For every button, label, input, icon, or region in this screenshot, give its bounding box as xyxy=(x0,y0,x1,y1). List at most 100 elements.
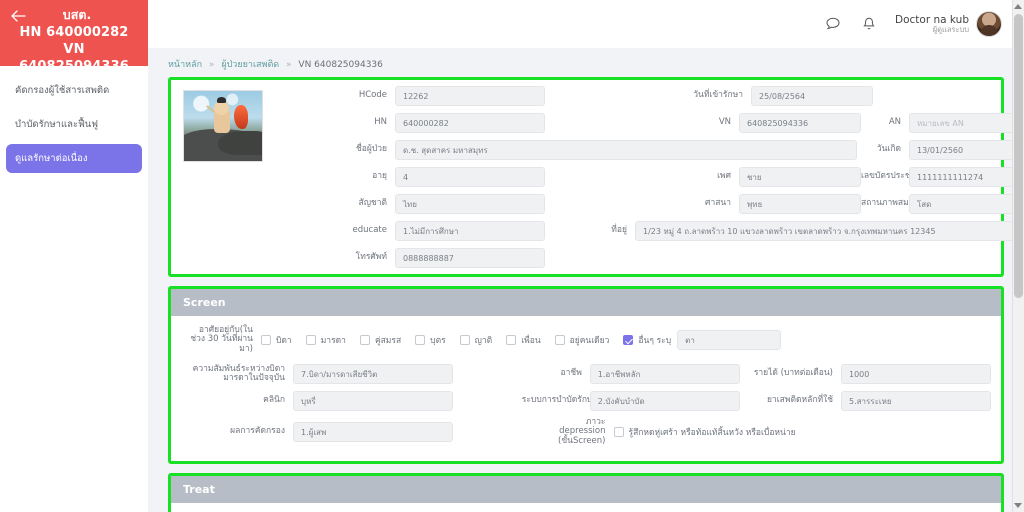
treat-panel: Treat การให้ยา ให้ยา รักษาเพื่อถอนพิษยา … xyxy=(168,473,1004,512)
idcard-field[interactable]: 1111111111274 xyxy=(909,167,1024,187)
vn-field[interactable]: 640825094336 xyxy=(739,113,861,133)
screen-row-3: ผลการคัดกรอง 1.ผู้เสพ ภาวะ depression (ข… xyxy=(181,417,991,446)
educate-label: educate xyxy=(352,225,387,236)
sidebar-hn: HN 640000282 xyxy=(19,25,129,40)
religion-field[interactable]: พุทธ xyxy=(739,194,861,214)
depression-option[interactable]: รู้สึกหดหู่เศร้า หรือท้อแท้สิ้นหวัง หรือ… xyxy=(613,425,796,439)
sidebar-item-continuing-care[interactable]: ดูแลรักษาต่อเนื่อง xyxy=(6,144,142,173)
screen-row-2: คลินิก บุหรี่ ระบบการบำบัดรักษา 2.บังคับ… xyxy=(181,391,991,412)
live-with-option-child[interactable]: บุตร xyxy=(415,333,446,347)
live-with-other-field[interactable]: ตา xyxy=(677,330,782,351)
checkbox-father[interactable] xyxy=(261,335,271,346)
screen-row-1: ความสัมพันธ์ระหว่างบิดามารดาในปัจจุบัน 7… xyxy=(181,363,991,385)
breadcrumb-home[interactable]: หน้าหลัก xyxy=(168,60,203,70)
sidebar-vn: VN 640825094336 xyxy=(19,42,129,74)
scroll-up-icon[interactable] xyxy=(1014,4,1022,9)
form-row-phone: โทรศัพท์ 0888888887 xyxy=(275,248,1024,268)
age-field[interactable]: 4 xyxy=(395,167,545,187)
checkbox-depression[interactable] xyxy=(613,427,624,438)
treat-system-field[interactable]: 2.บังคับบำบัด xyxy=(589,391,740,412)
checkbox-child[interactable] xyxy=(415,335,426,346)
live-with-option-other[interactable]: อื่นๆ ระบุ xyxy=(623,333,671,347)
nationality-label: สัญชาติ xyxy=(358,198,388,209)
relation-field[interactable]: 7.บิดา/มารดาเสียชีวิต xyxy=(293,364,453,385)
educate-field[interactable]: 1.ไม่มีการศึกษา xyxy=(395,221,545,241)
checkbox-other[interactable] xyxy=(623,335,634,346)
patient-name-label: ชื่อผู้ป่วย xyxy=(355,144,387,155)
label-child: บุตร xyxy=(430,336,446,347)
live-with-option-spouse[interactable]: คู่สมรส xyxy=(359,333,402,347)
hcode-label: HCode xyxy=(358,90,387,101)
bell-icon[interactable] xyxy=(859,14,879,34)
relation-label: ความสัมพันธ์ระหว่างบิดามารดาในปัจจุบัน xyxy=(192,363,285,384)
checkbox-mother[interactable] xyxy=(305,335,316,346)
idcard-label: เลขบัตรประชาชน xyxy=(861,171,928,182)
avatar[interactable] xyxy=(976,11,1002,37)
occupation-field[interactable]: 1.อาชีพหลัก xyxy=(589,364,740,385)
form-row-age: อายุ 4 เพศ ชาย เลขบัตรประชาชน 1111111111… xyxy=(275,167,1024,187)
scrollbar-thumb[interactable] xyxy=(1014,14,1023,298)
checkbox-friend[interactable] xyxy=(506,335,517,346)
label-depression: รู้สึกหดหู่เศร้า หรือท้อแท้สิ้นหวัง หรือ… xyxy=(628,428,796,439)
patient-photo xyxy=(183,90,263,162)
vertical-scrollbar[interactable] xyxy=(1012,0,1024,512)
sidebar: บสต. HN 640000282 VN 640825094336 คัดกรอ… xyxy=(0,0,148,512)
scroll-down-icon[interactable] xyxy=(1014,503,1022,508)
checkbox-relative[interactable] xyxy=(459,335,470,346)
phone-label: โทรศัพท์ xyxy=(355,252,387,263)
breadcrumb-separator-2: » xyxy=(286,60,292,70)
address-field[interactable]: 1/23 หมู่ 4 ถ.ลาดพร้าว 10 แขวงลาดพร้าว เ… xyxy=(635,221,1024,241)
breadcrumb-level2[interactable]: ผู้ป่วยยาเสพติด xyxy=(221,60,280,70)
checkbox-spouse[interactable] xyxy=(359,335,370,346)
user-role: ผู้ดูแลระบบ xyxy=(932,24,969,34)
screen-panel: Screen อาศัยอยู่กับ(ในช่วง 30 วันที่ผ่าน… xyxy=(168,286,1004,465)
form-row-educate: educate 1.ไม่มีการศึกษา ที่อยู่ 1/23 หมู… xyxy=(275,221,1024,241)
sidebar-menu: คัดกรองผู้ใช้สารเสพติด บำบัดรักษาและฟื้น… xyxy=(0,66,148,173)
sex-field[interactable]: ชาย xyxy=(739,167,861,187)
income-field[interactable]: 1000 xyxy=(841,364,991,385)
screen-result-field[interactable]: 1.ผู้เสพ xyxy=(293,422,453,443)
address-label: ที่อยู่ xyxy=(611,225,627,236)
user-name: Doctor na kub xyxy=(895,13,969,26)
an-label: AN xyxy=(888,117,901,128)
age-label: อายุ xyxy=(372,171,387,182)
live-with-option-relative[interactable]: ญาติ xyxy=(459,333,492,347)
label-other: อื่นๆ ระบุ xyxy=(638,336,672,347)
chat-bubble-icon[interactable] xyxy=(823,14,843,34)
live-with-option-alone[interactable]: อยู่คนเดียว xyxy=(554,333,609,347)
patient-name-field[interactable]: ด.ช. สุดสาคร มหาสมุทร xyxy=(395,140,857,160)
breadcrumb-separator-1: » xyxy=(208,60,215,70)
form-row-hn: HN 640000282 VN 640825094336 AN หมายเลข … xyxy=(275,113,1024,133)
sidebar-item-treatment[interactable]: บำบัดรักษาและฟื้นฟู xyxy=(15,119,99,130)
birthdate-field[interactable]: 13/01/2560 xyxy=(909,140,1024,160)
nationality-field[interactable]: ไทย xyxy=(395,194,545,214)
live-with-option-friend[interactable]: เพื่อน xyxy=(506,333,541,347)
an-field[interactable]: หมายเลข AN xyxy=(909,113,1024,133)
main-content: Doctor na kub ผู้ดูแลระบบ หน้าหลัก » ผู้… xyxy=(148,0,1024,512)
live-with-row: อาศัยอยู่กับ(ในช่วง 30 วันที่ผ่านมา) บิด… xyxy=(181,325,991,354)
hn-field[interactable]: 640000282 xyxy=(395,113,545,133)
hcode-field[interactable]: 12262 xyxy=(395,86,545,106)
occupation-label: อาชีพ xyxy=(560,368,582,379)
sidebar-header: บสต. HN 640000282 VN 640825094336 xyxy=(0,0,148,74)
patient-fields: HCode 12262 วันที่เข้ารักษา 25/08/2564 H… xyxy=(275,86,1024,270)
live-with-option-mother[interactable]: มารดา xyxy=(305,333,346,347)
admit-date-field[interactable]: 25/08/2564 xyxy=(751,86,873,106)
live-with-option-father[interactable]: บิดา xyxy=(261,333,292,347)
label-spouse: คู่สมรส xyxy=(374,336,402,347)
user-text: Doctor na kub ผู้ดูแลระบบ xyxy=(895,14,969,35)
maindrug-field[interactable]: 5.สารระเหย xyxy=(841,391,991,412)
marital-field[interactable]: โสด xyxy=(909,194,1024,214)
breadcrumb-current: VN 640825094336 xyxy=(298,60,383,70)
phone-field[interactable]: 0888888887 xyxy=(395,248,545,268)
label-friend: เพื่อน xyxy=(521,336,541,347)
hn-label: HN xyxy=(374,117,387,128)
screen-panel-body: อาศัยอยู่กับ(ในช่วง 30 วันที่ผ่านมา) บิด… xyxy=(171,316,1001,461)
sidebar-item-screening[interactable]: คัดกรองผู้ใช้สารเสพติด xyxy=(15,85,110,96)
treat-panel-title: Treat xyxy=(171,476,1001,504)
clinic-field[interactable]: บุหรี่ xyxy=(293,391,453,412)
user-menu[interactable]: Doctor na kub ผู้ดูแลระบบ xyxy=(895,11,1002,37)
arrow-left-icon[interactable] xyxy=(10,8,26,24)
checkbox-alone[interactable] xyxy=(554,335,565,346)
